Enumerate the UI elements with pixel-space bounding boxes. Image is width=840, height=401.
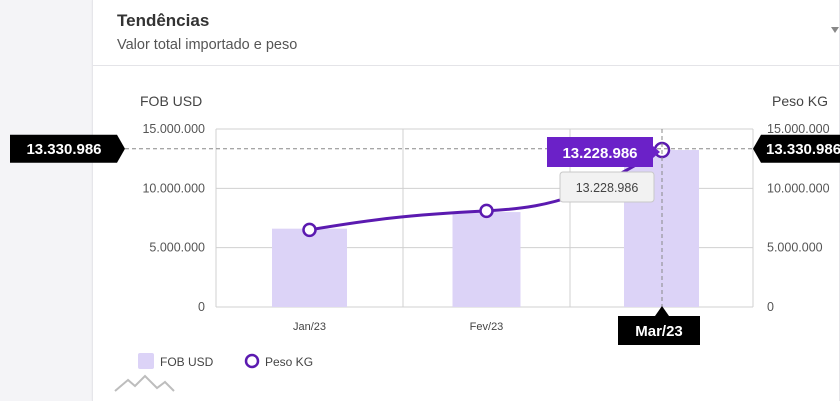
legend-swatch-bar [138, 353, 154, 369]
crosshair: 13.330.986 13.330.986 Mar/23 13.228.986 13.2… [10, 129, 840, 345]
x-ticks: Jan/23 Fev/23 [293, 321, 503, 333]
left-value-label: 13.330.986 [26, 141, 101, 158]
tooltip-value-label: 13.228.986 [562, 145, 637, 162]
card-subtitle: Valor total importado e peso [117, 37, 298, 53]
y-axis-right-label: Peso KG [772, 93, 828, 109]
tooltip-value-tag [547, 137, 660, 167]
mountain-logo-icon [114, 374, 175, 392]
x-tick: Fev/23 [470, 321, 504, 333]
left-value-tag [10, 134, 125, 163]
y-tick-left: 10.000.000 [142, 181, 205, 195]
y-tick-right: 0 [767, 300, 774, 314]
tooltip-secondary-label: 13.228.986 [576, 181, 639, 195]
tooltip-box [559, 171, 655, 203]
legend-swatch-line [244, 353, 260, 369]
bar [452, 212, 521, 307]
right-value-label: 13.330.986 [766, 141, 840, 158]
chevron-down-icon[interactable] [831, 27, 839, 33]
y-tick-left: 15.000.000 [142, 122, 205, 136]
y-tick-left: 0 [198, 300, 205, 314]
y-tick-right: 5.000.000 [767, 241, 823, 255]
line-point [302, 222, 317, 238]
y-tick-left: 5.000.000 [149, 241, 205, 255]
x-tick: Jan/23 [293, 321, 326, 333]
y-axis-left-label: FOB USD [140, 93, 202, 109]
card-header: Tendências Valor total importado e peso [93, 0, 839, 66]
y-ticks: 0 5.000.000 10.000.000 15.000.000 0 5.000.000… [142, 122, 829, 314]
line-point [479, 203, 494, 219]
y-tick-right: 10.000.000 [767, 181, 830, 195]
legend-label-line: Peso KG [265, 355, 313, 369]
legend: FOB USD Peso KG [138, 353, 313, 369]
x-value-tag [618, 306, 700, 345]
legend-label-bar: FOB USD [160, 355, 214, 369]
y-tick-right: 15.000.000 [767, 122, 830, 136]
right-value-tag [753, 134, 840, 163]
x-value-label: Mar/23 [635, 323, 683, 340]
trends-card: Tendências Valor total importado e peso [92, 0, 840, 401]
card-title: Tendências [117, 11, 210, 30]
bar [272, 228, 347, 307]
